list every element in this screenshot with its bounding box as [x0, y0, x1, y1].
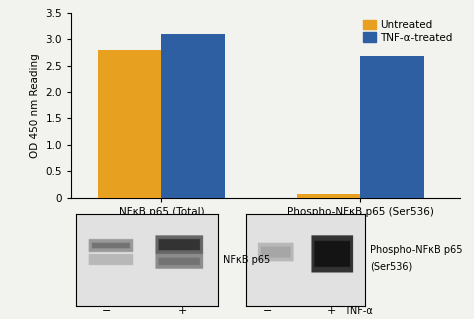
Text: (Ser536): (Ser536)	[370, 261, 412, 271]
Bar	[162, 34, 225, 198]
Text: −: −	[102, 306, 111, 316]
Text: −: −	[263, 306, 273, 316]
Text: Phospho-NFκB p65: Phospho-NFκB p65	[370, 245, 462, 256]
Bar	[297, 194, 360, 198]
Y-axis label: OD 450 nm Reading: OD 450 nm Reading	[30, 53, 40, 158]
Bar	[360, 56, 424, 198]
Text: NFκB p65: NFκB p65	[223, 255, 270, 265]
Text: +: +	[327, 306, 337, 316]
Text: TNF-α: TNF-α	[344, 306, 373, 316]
Text: +: +	[178, 306, 187, 316]
Legend: Untreated, TNF-α-treated: Untreated, TNF-α-treated	[361, 18, 455, 45]
Bar	[98, 50, 162, 198]
